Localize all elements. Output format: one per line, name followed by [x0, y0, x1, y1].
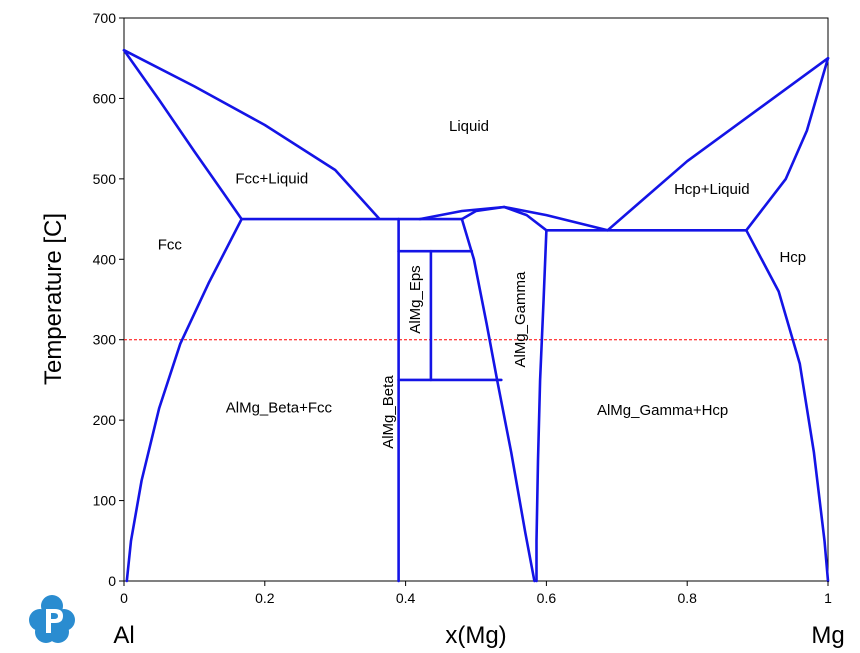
- y-tick-label: 500: [93, 171, 117, 187]
- y-tick-label: 400: [93, 251, 117, 267]
- phase-boundary-3: [125, 217, 243, 583]
- region-label: AlMg_Gamma: [512, 271, 529, 368]
- region-label: Fcc: [158, 236, 183, 253]
- phase-boundary-1: [122, 48, 243, 221]
- region-labels: Liquid Fcc+Liquid Hcp+Liquid Fcc Hcp AlMg_Bet…: [158, 118, 806, 449]
- x-left-component-label: Al: [113, 622, 134, 649]
- app-logo: [29, 595, 75, 643]
- region-label: Hcp+Liquid: [674, 181, 749, 198]
- y-tick-label: 100: [93, 493, 117, 509]
- region-label: AlMg_Beta+Fcc: [226, 400, 333, 417]
- phase-boundary-15: [745, 56, 830, 232]
- x-tick-label: 0.6: [537, 590, 557, 606]
- region-label: Liquid: [449, 118, 489, 135]
- region-label: AlMg_Eps: [407, 265, 424, 333]
- plot-frame: [123, 17, 829, 582]
- phase-boundary-2: [122, 48, 381, 220]
- y-tick-label: 700: [93, 10, 117, 26]
- y-tick-label: 600: [93, 90, 117, 106]
- x-tick-label: 0.2: [255, 590, 275, 606]
- region-label: AlMg_Gamma+Hcp: [597, 402, 728, 419]
- phase-boundary-14: [606, 56, 830, 232]
- x-axis-title: x(Mg): [445, 622, 506, 649]
- y-axis-title: Temperature [C]: [40, 213, 67, 385]
- x-tick-label: 0.4: [396, 590, 416, 606]
- phase-boundary-12: [535, 229, 548, 583]
- region-label: Fcc+Liquid: [235, 170, 308, 187]
- x-tick-label: 0.8: [677, 590, 697, 606]
- y-tick-label: 300: [93, 332, 117, 348]
- x-tick-label: 1: [824, 590, 832, 606]
- x-tick-label: 0: [120, 590, 128, 606]
- region-label: AlMg_Beta: [380, 375, 397, 449]
- region-label: Hcp: [779, 249, 806, 266]
- plot-area: [122, 17, 830, 583]
- phase-boundary-16: [745, 229, 830, 583]
- phase-boundary-10: [460, 217, 536, 583]
- y-tick-label: 200: [93, 412, 117, 428]
- x-right-component-label: Mg: [811, 622, 844, 649]
- y-tick-label: 0: [108, 573, 116, 589]
- axis-ticks: 0 0.2 0.4 0.6 0.8 1 0 100 200 300 400 500 600 700: [93, 10, 832, 606]
- phase-boundary-11: [460, 205, 548, 232]
